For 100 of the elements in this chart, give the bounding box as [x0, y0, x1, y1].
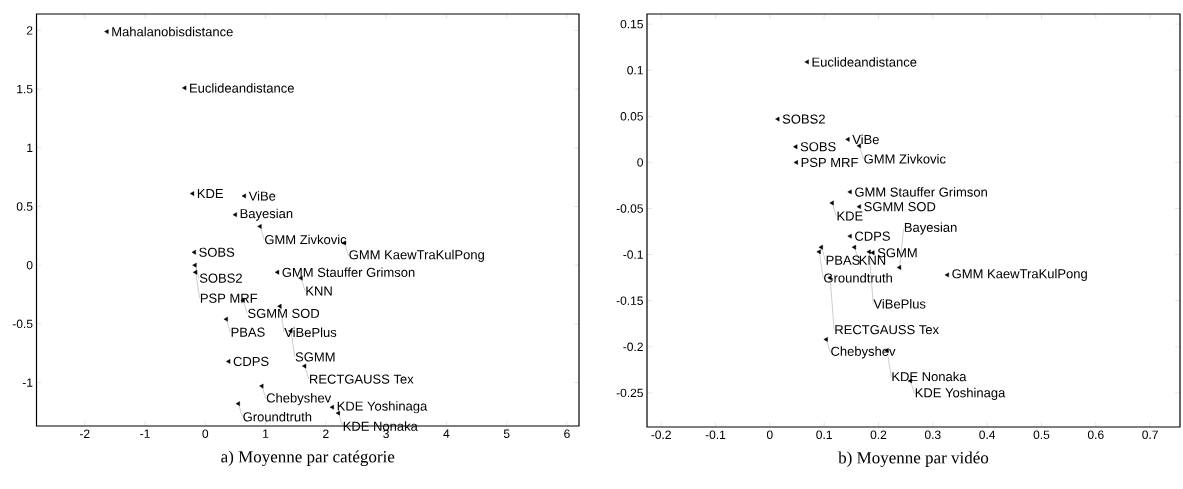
x-tick-label: 0.2 [870, 430, 887, 440]
point [793, 144, 798, 150]
x-tick-label: -1 [140, 429, 150, 438]
annotation: ViBePlus [284, 327, 337, 338]
annotation: PBAS [231, 327, 265, 337]
annotation: PBAS [826, 255, 860, 265]
point [804, 59, 809, 65]
point [192, 262, 197, 268]
annotation: ViBe [248, 191, 276, 201]
annotation: PSP MRF [200, 293, 258, 303]
point [775, 116, 780, 122]
annotation: ViBe [852, 134, 879, 145]
point [818, 244, 823, 250]
x-tick-label: -0.2 [651, 430, 671, 440]
annotation: KNN [306, 286, 332, 296]
point [257, 224, 262, 229]
point [182, 85, 187, 91]
point [845, 137, 850, 142]
text: b) Moyenne par vidéo [838, 451, 989, 468]
y-tick-label: 0 [637, 158, 644, 167]
point [847, 189, 852, 195]
x-tick-label: 0.5 [1033, 430, 1050, 440]
annotation: Euclideandistance [812, 57, 917, 67]
point [335, 410, 340, 416]
annotation: Bayesian [240, 208, 293, 221]
x-tick-label: 0 [766, 430, 773, 440]
point [104, 29, 109, 34]
point [329, 404, 334, 410]
x-tick-label: -0.1 [705, 430, 726, 440]
y-tick-label: 0.5 [16, 202, 33, 211]
y-tick-label: -0.5 [12, 319, 33, 329]
annotation: Bayesian [904, 222, 957, 235]
x-tick-label: 0.7 [1142, 430, 1158, 440]
annotation: SGMM SOD [864, 202, 936, 212]
annotation: ViBePlus [873, 299, 926, 309]
y-tick-label: 0.05 [620, 112, 643, 121]
annotation: GMM Zivkovic [265, 234, 347, 245]
annotation: RECTGAUSS Tex [310, 374, 414, 384]
point [241, 193, 246, 199]
annotation: RECTGAUSS Tex [835, 325, 939, 335]
x-tick-label: 3 [383, 429, 389, 439]
annotation: KDE [837, 211, 863, 221]
y-tick-label: 1.5 [17, 84, 33, 94]
annotation: KDE Nonaka [343, 421, 418, 431]
point [189, 191, 195, 196]
x-tick-label: -2 [79, 429, 90, 438]
annotation: GMM Stauffer Grimson [282, 267, 415, 277]
x-tick-label: 5 [503, 429, 510, 438]
y-tick-label: -1 [22, 378, 33, 387]
annotation: Euclideandistance [190, 83, 294, 93]
y-tick-label: -0.05 [616, 204, 643, 213]
annotation: Chebyshev [266, 393, 332, 406]
point [302, 363, 307, 369]
x-tick-label: 0 [202, 429, 209, 439]
x-tick-label: 0.4 [979, 430, 996, 440]
annotation: Groundtruth [824, 273, 892, 283]
annotation: GMM KaewTraKulPong [952, 268, 1087, 281]
point [896, 265, 902, 270]
point [235, 401, 240, 407]
annotation: GMM KaewTraKulPong [349, 249, 484, 262]
annotation: KDE Yoshinaga [915, 387, 1006, 400]
annotation: SOBS2 [782, 114, 825, 124]
point [847, 233, 852, 239]
y-tick-label: 0.15 [620, 19, 643, 29]
point [274, 269, 280, 275]
x-tick-label: 4 [443, 429, 450, 438]
point [944, 272, 949, 278]
point [226, 359, 231, 364]
x-tick-label: 6 [564, 429, 570, 439]
y-tick-label: 0 [26, 260, 33, 270]
y-tick-label: -0.25 [616, 388, 643, 398]
annotation: CDPS [855, 231, 890, 241]
x-tick-label: 0.1 [816, 430, 832, 440]
point [793, 160, 798, 165]
y-tick-label: 2 [26, 26, 33, 35]
annotation: GMM Zivkovic [864, 154, 946, 164]
annotation: GMM Stauffer Grimson [855, 187, 987, 197]
annotation: Groundtruth [243, 411, 312, 422]
annotation: SGMM [295, 352, 335, 362]
annotation: SOBS2 [199, 273, 242, 283]
x-tick-label: 0.6 [1087, 430, 1104, 440]
annotation: KDE Nonaka [892, 371, 967, 382]
text: a) Moyenne par catégorie [221, 450, 395, 467]
point [816, 249, 821, 255]
point [191, 249, 196, 255]
annotation: SOBS [199, 247, 235, 257]
annotation: Chebyshev [831, 346, 896, 359]
point [823, 337, 828, 342]
annotation: KDE [197, 189, 223, 199]
y-tick-label: 0.1 [627, 65, 643, 75]
point [866, 249, 871, 255]
annotation: Mahalanobisdistance [112, 26, 233, 37]
point [223, 316, 228, 322]
point [851, 244, 856, 250]
point [259, 383, 264, 389]
annotation: SGMM SOD [248, 308, 320, 318]
annotation: CDPS [233, 356, 269, 367]
x-tick-label: 0.3 [924, 430, 941, 440]
point [856, 204, 861, 210]
y-tick-label: -0.2 [623, 342, 643, 352]
